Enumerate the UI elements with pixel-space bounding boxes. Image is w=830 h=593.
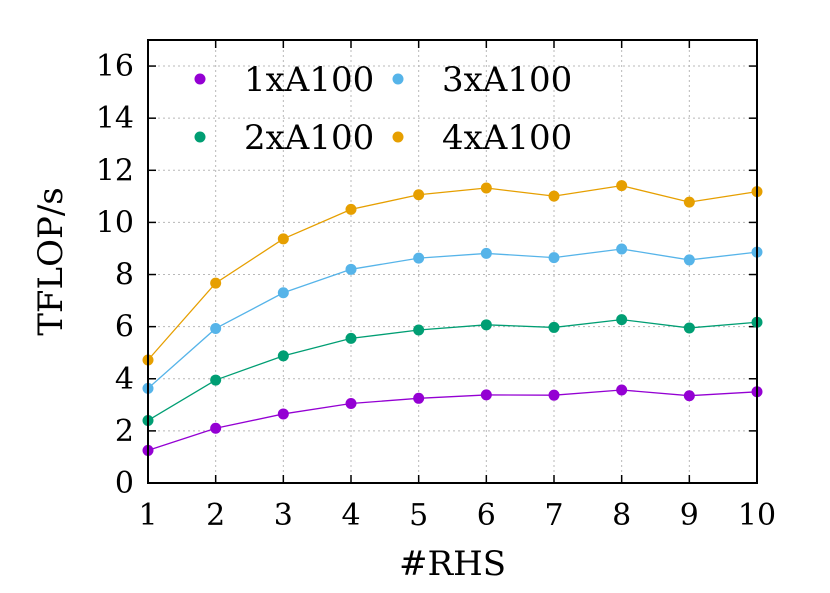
data-point — [277, 408, 289, 420]
plot-frame — [147, 39, 758, 484]
series-group — [142, 180, 763, 456]
data-point — [277, 350, 289, 362]
legend-label: 3xA100 — [442, 60, 572, 100]
series-line — [147, 318, 758, 422]
data-point — [210, 277, 222, 289]
series-4xA100 — [142, 180, 763, 366]
legend-marker — [392, 73, 404, 85]
data-point — [616, 384, 628, 396]
data-point — [210, 374, 222, 386]
legend-label: 2xA100 — [244, 118, 374, 158]
legend-label: 1xA100 — [244, 60, 374, 100]
data-point — [683, 390, 695, 402]
x-tick-label: 4 — [341, 498, 360, 533]
legend-label: 4xA100 — [442, 118, 572, 158]
x-tick-label: 5 — [409, 498, 428, 533]
y-tick-label: 10 — [96, 205, 134, 240]
x-tick-label: 10 — [738, 498, 776, 533]
x-tick-label: 2 — [206, 498, 225, 533]
legend-item: 1xA100 — [194, 60, 374, 100]
y-tick-label: 2 — [115, 414, 134, 449]
y-tick-label: 6 — [115, 310, 134, 345]
data-point — [345, 263, 357, 275]
data-point — [683, 254, 695, 266]
data-point — [480, 389, 492, 401]
legend-item: 2xA100 — [194, 118, 374, 158]
data-point — [616, 243, 628, 255]
data-point — [210, 422, 222, 434]
y-tick-label: 14 — [96, 101, 134, 136]
y-tick-label: 4 — [115, 362, 134, 397]
y-tick-label: 16 — [96, 49, 134, 84]
data-point — [616, 180, 628, 192]
series-1xA100 — [142, 384, 763, 456]
x-tick-label: 3 — [274, 498, 293, 533]
grid — [148, 40, 757, 483]
data-point — [345, 332, 357, 344]
data-point — [277, 233, 289, 245]
x-tick-label: 8 — [612, 498, 631, 533]
series-line — [147, 185, 758, 361]
data-point — [413, 189, 425, 201]
data-point — [210, 322, 222, 334]
data-point — [413, 252, 425, 264]
data-point — [616, 314, 628, 326]
x-tick-label: 1 — [138, 498, 157, 533]
y-tick-label: 8 — [115, 258, 134, 293]
data-point — [413, 324, 425, 336]
legend-item: 4xA100 — [392, 118, 572, 158]
legend-marker — [194, 131, 206, 143]
data-point — [480, 247, 492, 259]
data-point — [683, 322, 695, 334]
y-tick-label: 0 — [115, 466, 134, 501]
data-point — [277, 287, 289, 299]
data-point — [345, 203, 357, 215]
data-point — [683, 196, 695, 208]
data-point — [413, 392, 425, 404]
x-tick-label: 6 — [477, 498, 496, 533]
legend-marker — [194, 73, 206, 85]
y-axis-title: TFLOP/s — [31, 187, 71, 336]
data-point — [548, 190, 560, 202]
legend-item: 3xA100 — [392, 60, 572, 100]
data-point — [345, 398, 357, 410]
series-2xA100 — [142, 314, 763, 426]
series-3xA100 — [142, 243, 763, 394]
x-axis-ticks: 1 2 3 4 5 6 7 8 9 10 — [138, 40, 776, 533]
data-point — [548, 252, 560, 264]
x-tick-label: 9 — [680, 498, 699, 533]
y-tick-label: 12 — [96, 153, 134, 188]
y-axis-ticks: 0 2 4 6 8 10 12 14 16 — [96, 49, 757, 501]
legend-marker — [392, 131, 404, 143]
data-point — [548, 321, 560, 333]
x-axis-title: #RHS — [399, 544, 506, 584]
series-line — [147, 248, 758, 389]
x-tick-label: 7 — [544, 498, 563, 533]
legend: 1xA100 2xA100 3xA100 4xA100 — [194, 60, 572, 158]
data-point — [480, 182, 492, 194]
data-point — [548, 389, 560, 401]
data-point — [480, 319, 492, 331]
series-line — [147, 389, 758, 452]
